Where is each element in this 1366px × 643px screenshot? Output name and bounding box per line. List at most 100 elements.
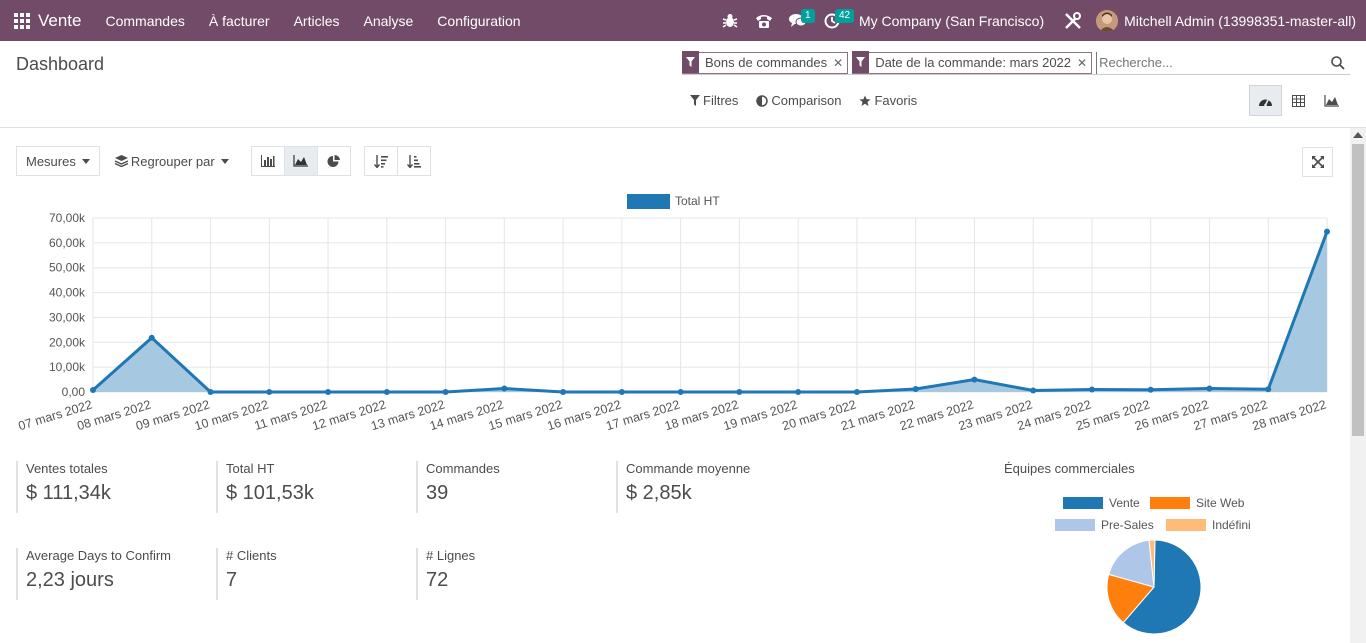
vertical-scrollbar[interactable] bbox=[1350, 128, 1366, 643]
kpi-total-ht[interactable]: Total HT $ 101,53k bbox=[216, 461, 314, 513]
sort-amount-down-icon bbox=[373, 154, 388, 168]
view-switcher bbox=[1249, 85, 1348, 116]
search-icon[interactable] bbox=[1326, 52, 1350, 74]
data-point bbox=[560, 389, 567, 395]
filter-funnel-icon bbox=[682, 51, 699, 73]
apps-menu-icon[interactable] bbox=[14, 12, 30, 29]
company-switcher[interactable]: My Company (San Francisco) bbox=[858, 12, 1045, 29]
layers-icon bbox=[114, 155, 128, 167]
kpi-value: $ 111,34k bbox=[26, 482, 111, 504]
series-area-total-ht bbox=[93, 231, 1327, 392]
legend-label: Site Web bbox=[1196, 496, 1245, 510]
scrollbar-thumb[interactable] bbox=[1352, 144, 1364, 436]
data-point bbox=[148, 334, 155, 341]
facet-remove-icon[interactable]: ✕ bbox=[1077, 55, 1088, 70]
pie-slice-ind-fini[interactable] bbox=[1148, 540, 1156, 588]
legend-indefini[interactable]: Indéfini bbox=[1166, 518, 1251, 532]
legend-swatch bbox=[1055, 519, 1095, 531]
filter-funnel-icon bbox=[852, 51, 870, 73]
favorites-dropdown[interactable]: Favoris bbox=[859, 93, 917, 108]
pie-slice-vente[interactable] bbox=[1122, 540, 1202, 635]
chart-type-group bbox=[250, 146, 351, 176]
comparison-dropdown[interactable]: Comparison bbox=[756, 93, 841, 108]
y-tick-label: 0,00 bbox=[62, 385, 86, 399]
facet-label: Date de la commande: mars 2022 bbox=[875, 55, 1072, 70]
menu-configuration[interactable]: Configuration bbox=[437, 12, 521, 29]
kpi-label: Commande moyenne bbox=[626, 461, 751, 476]
user-menu[interactable]: Mitchell Admin (13998351-master-all) bbox=[1124, 12, 1356, 29]
pie-slice-pre-sales[interactable] bbox=[1108, 540, 1155, 588]
data-point bbox=[1265, 386, 1272, 393]
total-ht-line-chart: 0,00 10,00k 20,00k 30,00k 40,00k 50,00k 60,00k… bbox=[17, 194, 1330, 433]
legend-swatch bbox=[1150, 497, 1190, 509]
area-chart-icon bbox=[1324, 94, 1339, 107]
tools-icon[interactable] bbox=[1056, 0, 1090, 41]
messages-badge: 1 bbox=[800, 9, 815, 23]
search-facet-date: Date de la commande: mars 2022 ✕ bbox=[852, 51, 1093, 74]
data-point bbox=[1206, 385, 1213, 392]
data-point bbox=[266, 389, 273, 395]
kpi-average-days[interactable]: Average Days to Confirm 2,23 jours bbox=[16, 548, 171, 600]
data-point bbox=[90, 387, 96, 394]
kpi-ventes-totales[interactable]: Ventes totales $ 111,34k bbox=[16, 461, 111, 513]
activities-clock-icon[interactable]: 42 bbox=[815, 0, 855, 41]
search-input[interactable] bbox=[1096, 51, 1326, 74]
measures-dropdown[interactable]: Mesures bbox=[16, 146, 100, 176]
kpi-label: Average Days to Confirm bbox=[26, 548, 171, 563]
top-navbar: Vente Commandes À facturer Articles Anal… bbox=[0, 0, 1366, 41]
kpi-value: $ 2,85k bbox=[626, 482, 692, 504]
legend-label: Pre-Sales bbox=[1101, 518, 1154, 532]
groupby-dropdown[interactable]: Regrouper par bbox=[105, 146, 238, 176]
expand-button[interactable] bbox=[1302, 147, 1333, 177]
legend-pre-sales[interactable]: Pre-Sales bbox=[1055, 518, 1154, 532]
y-tick-label: 30,00k bbox=[49, 310, 86, 324]
table-icon bbox=[1292, 94, 1305, 107]
data-point bbox=[1324, 228, 1330, 235]
legend-site-web[interactable]: Site Web bbox=[1150, 496, 1244, 510]
data-point bbox=[971, 376, 978, 383]
y-tick-label: 50,00k bbox=[49, 261, 86, 275]
kpi-commande-moyenne[interactable]: Commande moyenne $ 2,85k bbox=[616, 461, 750, 513]
kpi-commandes[interactable]: Commandes 39 bbox=[416, 461, 500, 513]
data-point bbox=[1088, 386, 1095, 393]
kpi-clients[interactable]: # Clients 7 bbox=[216, 548, 277, 600]
legend-label: Total HT bbox=[675, 194, 720, 208]
graph-toolbar: Mesures Regrouper par bbox=[16, 146, 431, 176]
favorites-label: Favoris bbox=[874, 93, 918, 108]
dashboard-view-button[interactable] bbox=[1249, 85, 1282, 116]
menu-a-facturer[interactable]: À facturer bbox=[208, 12, 270, 29]
legend-vente[interactable]: Vente bbox=[1063, 496, 1140, 510]
line-chart-button[interactable] bbox=[283, 146, 318, 176]
data-point bbox=[325, 389, 332, 395]
kpi-label: Total HT bbox=[226, 461, 275, 476]
debug-bug-icon[interactable] bbox=[713, 0, 747, 41]
search-options: Filtres Comparison Favoris bbox=[690, 93, 935, 108]
graph-view-button[interactable] bbox=[1315, 85, 1348, 116]
pie-slice-site-web[interactable] bbox=[1106, 573, 1155, 624]
menu-commandes[interactable]: Commandes bbox=[105, 12, 185, 29]
pivot-view-button[interactable] bbox=[1282, 85, 1315, 116]
phone-icon[interactable] bbox=[747, 0, 781, 41]
pie-chart-icon bbox=[327, 154, 341, 167]
star-icon bbox=[859, 95, 872, 106]
facet-remove-icon[interactable]: ✕ bbox=[833, 55, 844, 70]
filters-dropdown[interactable]: Filtres bbox=[690, 93, 738, 108]
expand-icon bbox=[1311, 156, 1324, 168]
app-name[interactable]: Vente bbox=[38, 10, 82, 30]
menu-analyse[interactable]: Analyse bbox=[363, 12, 414, 29]
legend-label: Vente bbox=[1109, 496, 1140, 510]
kpi-lignes[interactable]: # Lignes 72 bbox=[416, 548, 475, 600]
kpi-value: 72 bbox=[426, 569, 449, 591]
avatar[interactable] bbox=[1096, 9, 1119, 32]
filter-icon bbox=[690, 95, 700, 106]
data-point bbox=[736, 389, 743, 395]
kpi-label: # Lignes bbox=[426, 548, 476, 563]
messages-icon[interactable]: 1 bbox=[781, 0, 815, 41]
pie-chart-button[interactable] bbox=[316, 146, 351, 176]
scroll-up-arrow-icon[interactable] bbox=[1353, 132, 1363, 138]
sort-ascending-button[interactable] bbox=[396, 146, 431, 176]
bar-chart-button[interactable] bbox=[250, 146, 285, 176]
data-point bbox=[207, 389, 214, 395]
menu-articles[interactable]: Articles bbox=[293, 12, 340, 29]
sort-descending-button[interactable] bbox=[363, 146, 398, 176]
